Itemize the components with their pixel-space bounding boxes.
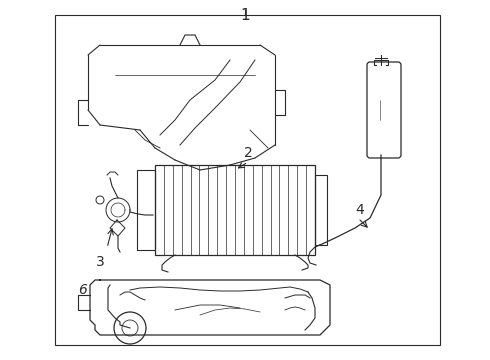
Bar (55, 15, 440, 345)
Text: 2: 2 (244, 146, 252, 160)
Text: 1: 1 (240, 8, 250, 23)
FancyBboxPatch shape (367, 62, 401, 158)
Bar (155, 165, 315, 255)
Bar (315, 175, 327, 245)
Text: 4: 4 (356, 203, 365, 217)
Bar (137, 170, 155, 250)
Text: 6: 6 (78, 283, 87, 297)
Text: 3: 3 (96, 255, 104, 269)
